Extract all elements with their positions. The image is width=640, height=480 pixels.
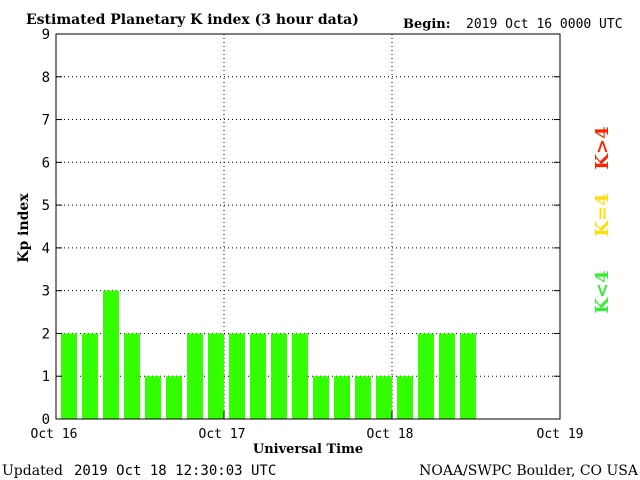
kp-bar <box>292 333 308 419</box>
kp-bar <box>145 376 161 419</box>
y-tick-label: 4 <box>42 241 50 257</box>
kp-bar <box>418 333 434 419</box>
x-tick-label: Oct 17 <box>199 427 246 442</box>
legend-item: K<4 <box>592 270 613 313</box>
kp-bar <box>250 333 266 419</box>
kp-bar <box>229 333 245 419</box>
kp-bar <box>82 333 98 419</box>
x-tick-label: Oct 16 <box>31 427 78 442</box>
y-tick-label: 3 <box>42 284 50 300</box>
legend-item: K=4 <box>592 193 613 236</box>
y-tick-label: 9 <box>42 27 50 43</box>
kp-bar <box>376 376 392 419</box>
y-tick-label: 7 <box>42 113 50 129</box>
kp-bar <box>103 290 119 419</box>
kp-bar <box>187 333 203 419</box>
legend-item: K>4 <box>592 126 613 169</box>
kp-bar <box>334 376 350 419</box>
kp-bar <box>397 376 413 419</box>
y-tick-label: 5 <box>42 198 50 214</box>
kp-bar <box>355 376 371 419</box>
x-tick-label: Oct 19 <box>537 427 584 442</box>
kp-bar <box>208 333 224 419</box>
y-tick-label: 2 <box>42 326 50 342</box>
y-tick-label: 0 <box>42 412 50 428</box>
x-axis-label: Universal Time <box>253 442 363 457</box>
kp-bar <box>61 333 77 419</box>
kp-bar <box>460 333 476 419</box>
kp-bar <box>439 333 455 419</box>
x-axis-ticks: Oct 16 Oct 17 Oct 18 Oct 19 <box>31 411 584 442</box>
kp-bar <box>313 376 329 419</box>
source-credit: NOAA/SWPC Boulder, CO USA <box>419 463 639 479</box>
plot-frame <box>55 33 561 420</box>
updated-label: Updated <box>2 463 63 479</box>
y-axis-label: Kp index <box>16 193 32 263</box>
y-axis-ticks: 0 1 2 3 4 5 6 7 8 9 <box>42 27 560 428</box>
y-tick-label: 1 <box>42 369 50 385</box>
begin-value: 2019 Oct 16 0000 UTC <box>466 17 623 32</box>
kp-bar <box>271 333 287 419</box>
kp-bar <box>166 376 182 419</box>
legend: K<4 K=4 K>4 <box>592 126 613 313</box>
y-tick-label: 6 <box>42 155 50 171</box>
updated-value: 2019 Oct 18 12:30:03 UTC <box>74 463 276 479</box>
kp-bar <box>124 333 140 419</box>
x-tick-label: Oct 18 <box>367 427 414 442</box>
begin-label: Begin: <box>403 17 451 32</box>
kp-bars <box>61 290 476 419</box>
y-tick-label: 8 <box>42 70 50 86</box>
chart-title: Estimated Planetary K index (3 hour data… <box>26 12 359 28</box>
